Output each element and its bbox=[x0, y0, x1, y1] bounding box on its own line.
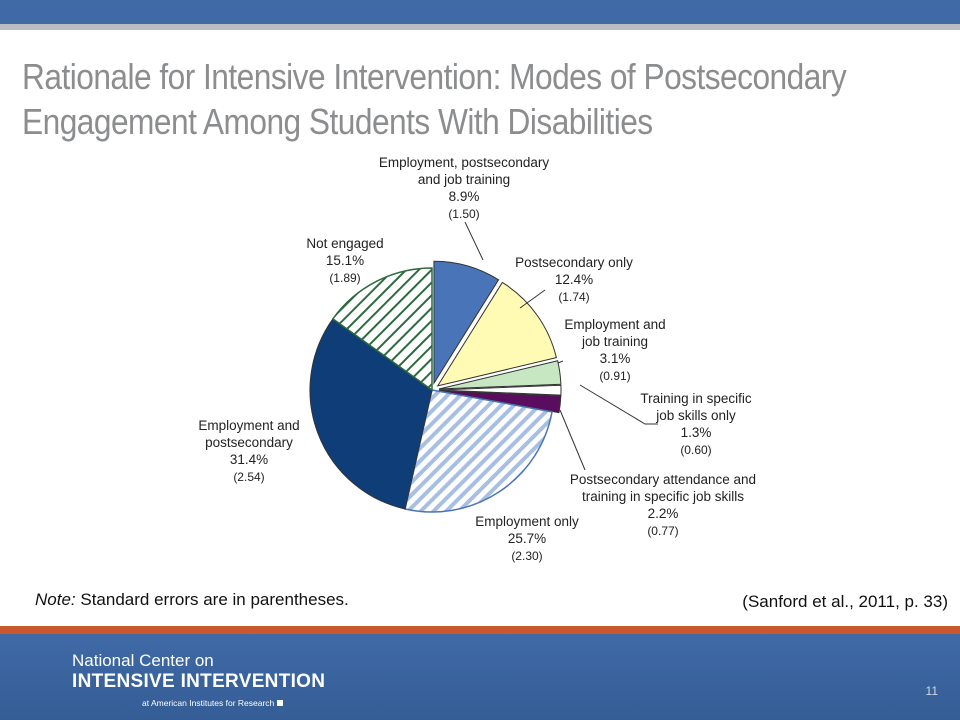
slide-title-line-2: Engagement Among Students With Disabilit… bbox=[22, 101, 653, 142]
pie-slice-3 bbox=[438, 360, 562, 390]
pie-slice-8 bbox=[331, 267, 433, 392]
citation: (Sanford et al., 2011, p. 33) bbox=[742, 592, 948, 611]
footer-bar: National Center on INTENSIVE INTERVENTIO… bbox=[0, 634, 960, 720]
slice-label-text: job training bbox=[581, 334, 648, 349]
slide-title-line-1: Rationale for Intensive Intervention: Mo… bbox=[22, 56, 847, 97]
slice-standard-error: (0.77) bbox=[647, 524, 678, 538]
slice-percent: 15.1% bbox=[326, 253, 364, 268]
slice-label-text: Not engaged bbox=[306, 236, 383, 251]
footer-accent-line bbox=[0, 626, 960, 634]
pie-slice-6 bbox=[404, 389, 553, 513]
slice-percent: 2.2% bbox=[648, 506, 679, 521]
top-banner-bar bbox=[0, 0, 960, 24]
slice-standard-error: (0.91) bbox=[599, 369, 630, 383]
note-text: Standard errors are in parentheses. bbox=[80, 590, 349, 609]
footer-logo-line-2: INTENSIVE INTERVENTION bbox=[72, 671, 326, 692]
slice-percent: 12.4% bbox=[555, 272, 593, 287]
slice-percent: 31.4% bbox=[230, 452, 268, 467]
slice-standard-error: (1.50) bbox=[448, 207, 479, 221]
footer-logo-line-3-text: at American Institutes for Research bbox=[142, 698, 275, 708]
slice-standard-error: (2.30) bbox=[511, 549, 542, 563]
chart-note: Note: Standard errors are in parentheses… bbox=[35, 590, 349, 610]
slice-standard-error: (1.74) bbox=[558, 290, 589, 304]
slice-label-text: Postsecondary attendance and bbox=[570, 472, 756, 487]
slice-label-text: Employment and bbox=[564, 317, 665, 332]
pie-slice-1 bbox=[433, 260, 500, 386]
slice-label-text: Employment only bbox=[475, 514, 579, 529]
top-banner-divider bbox=[0, 24, 960, 30]
slice-label-6: Employment only 25.7% (2.30) bbox=[475, 514, 579, 563]
leader-line-3 bbox=[557, 360, 564, 364]
slice-label-text: job skills only bbox=[655, 408, 736, 423]
slice-label-1: Employment, postsecondary and job trainin… bbox=[379, 155, 550, 221]
slice-percent: 25.7% bbox=[508, 531, 546, 546]
slice-label-4: Training in specific job skills only 1.3% (… bbox=[640, 391, 752, 457]
footer-logo-line-1: National Center on bbox=[72, 651, 214, 670]
leader-line-5 bbox=[559, 409, 586, 471]
slice-label-7: Employment and postsecondary 31.4% (2.54) bbox=[198, 418, 299, 484]
slice-standard-error: (1.89) bbox=[329, 271, 360, 285]
slice-percent: 8.9% bbox=[449, 189, 480, 204]
slice-label-2: Postsecondary only 12.4% (1.74) bbox=[515, 255, 633, 304]
air-square-icon bbox=[277, 700, 284, 706]
note-prefix: Note: bbox=[35, 590, 76, 609]
slice-label-text: training in specific job skills bbox=[582, 489, 744, 504]
pie-slice-2 bbox=[436, 281, 557, 387]
slice-label-text: Employment and bbox=[198, 418, 299, 433]
leader-line-1 bbox=[464, 221, 484, 261]
slice-standard-error: (0.60) bbox=[680, 443, 711, 457]
leader-line-4 bbox=[579, 384, 658, 425]
slice-label-3: Employment and job training 3.1% (0.91) bbox=[564, 317, 665, 383]
leader-line-2 bbox=[519, 289, 546, 309]
slide-number: 11 bbox=[925, 684, 938, 698]
slice-label-5: Postsecondary attendance and training in … bbox=[570, 472, 756, 538]
pie-slice-4 bbox=[438, 384, 562, 396]
slice-label-8: Not engaged 15.1% (1.89) bbox=[306, 236, 383, 285]
slice-label-text: Training in specific bbox=[640, 391, 752, 406]
slice-label-text: Employment, postsecondary bbox=[379, 155, 550, 170]
pie-slice-7 bbox=[309, 318, 433, 510]
slice-label-text: and job training bbox=[418, 172, 510, 187]
slice-label-text: Postsecondary only bbox=[515, 255, 633, 270]
slide-title: Rationale for Intensive Intervention: Mo… bbox=[22, 54, 847, 144]
slice-percent: 1.3% bbox=[681, 425, 712, 440]
footer-logo-line-3: at American Institutes for Research bbox=[142, 698, 284, 708]
slice-label-text: postsecondary bbox=[205, 435, 293, 450]
slice-percent: 3.1% bbox=[600, 351, 631, 366]
slice-standard-error: (2.54) bbox=[233, 470, 264, 484]
